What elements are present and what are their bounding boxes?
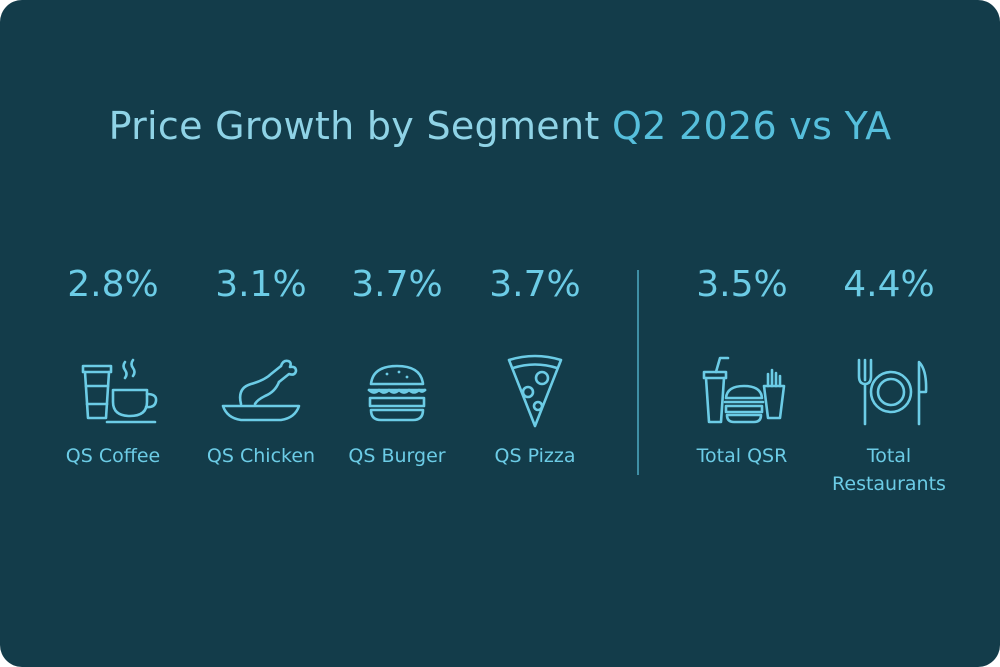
total-restaurants: 4.4% Total Restaurants bbox=[819, 260, 959, 498]
title-period: Q2 2026 vs YA bbox=[611, 104, 892, 148]
segment-label: QS Pizza bbox=[494, 445, 576, 467]
burger-icon bbox=[367, 364, 427, 422]
data-label: 4.4% bbox=[843, 264, 935, 305]
data-label: 3.7% bbox=[351, 264, 443, 305]
segment-label: QS Coffee bbox=[65, 445, 161, 467]
segment-qs-pizza: 3.7% QS Pizza bbox=[465, 260, 605, 470]
data-label: 2.8% bbox=[67, 264, 159, 305]
chart-title: Price Growth by Segment Q2 2026 vs YA bbox=[0, 104, 1000, 148]
coffee-icon bbox=[81, 358, 158, 424]
data-label: 3.5% bbox=[696, 264, 788, 305]
segment-qs-chicken: 3.1% QS Chicken bbox=[191, 260, 331, 470]
segment-qs-coffee: 2.8% QS Coffee bbox=[43, 260, 183, 470]
segment-qs-burger: 3.7% QS Burger bbox=[327, 260, 467, 470]
data-label: 3.1% bbox=[215, 264, 307, 305]
fast-food-meal-icon bbox=[702, 356, 786, 424]
data-label: 3.7% bbox=[489, 264, 581, 305]
segment-label: QS Chicken bbox=[206, 445, 316, 467]
segment-label: QS Burger bbox=[348, 445, 446, 467]
total-label: Total Restaurants bbox=[832, 445, 946, 495]
divider bbox=[637, 270, 639, 475]
plate-cutlery-icon bbox=[857, 358, 928, 426]
title-main: Price Growth by Segment bbox=[108, 104, 600, 148]
total-label: Total QSR bbox=[696, 445, 788, 467]
pizza-icon bbox=[507, 354, 563, 428]
total-qsr: 3.5% Total QSR bbox=[672, 260, 812, 470]
chicken-icon bbox=[221, 359, 301, 422]
